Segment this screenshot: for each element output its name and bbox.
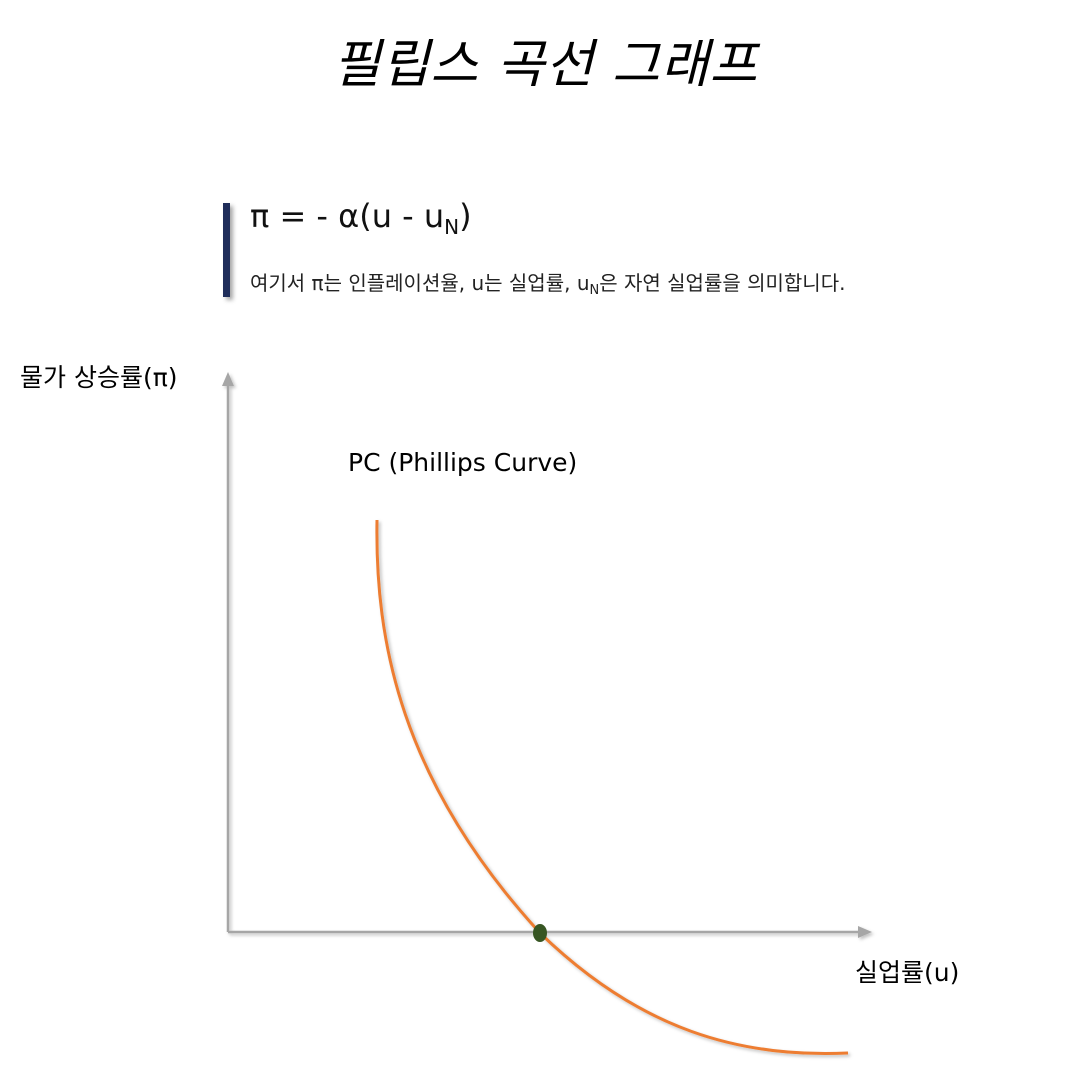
explanation-text-end: 은 자연 실업률을 의미합니다.: [599, 271, 846, 295]
x-axis-label: 실업률(u): [855, 958, 960, 987]
y-axis-arrowhead: [222, 372, 234, 386]
phillips-curve-line: [375, 519, 849, 1056]
explanation-text-start: 여기서 π는 인플레이션율, u는 실업률, u: [250, 271, 590, 295]
page-title: 필립스 곡선 그래프: [332, 35, 759, 95]
natural-rate-point: [533, 924, 547, 942]
phillips-curve-equation: π = - α(u - uN): [250, 197, 472, 239]
equation-subscript: N: [444, 215, 460, 239]
curve-label: PC (Phillips Curve): [348, 448, 578, 477]
explanation-subscript: N: [589, 283, 600, 298]
equation-main: π = - α(u - u: [250, 197, 445, 235]
equation-close: ): [459, 197, 472, 235]
equation-explanation: 여기서 π는 인플레이션율, u는 실업률, uN은 자연 실업률을 의미합니다…: [250, 267, 845, 298]
y-axis-label: 물가 상승률(π): [20, 363, 178, 392]
formula-accent-bar: [223, 203, 230, 297]
formula-callout: π = - α(u - uN) 여기서 π는 인플레이션율, u는 실업률, u…: [223, 197, 1083, 298]
x-axis-arrowhead: [858, 926, 872, 938]
